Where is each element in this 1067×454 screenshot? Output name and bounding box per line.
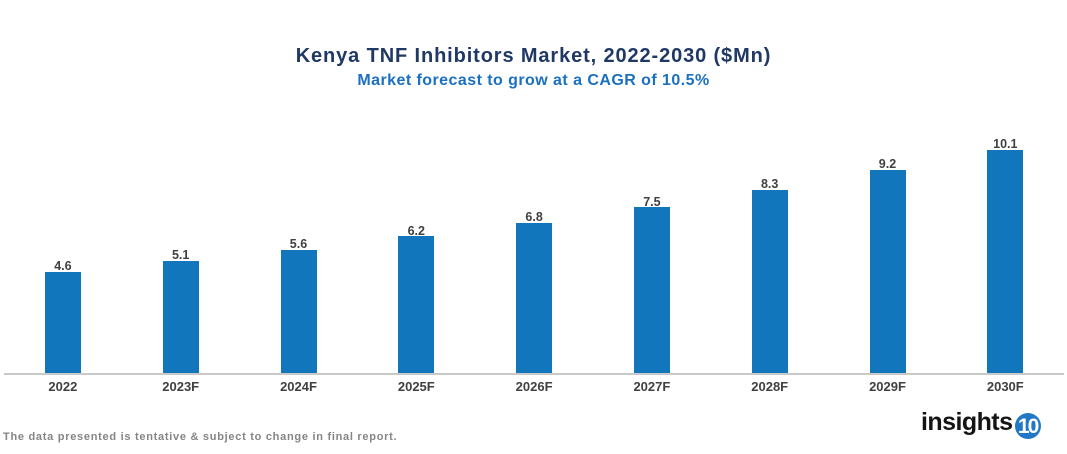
svg-text:insights: insights <box>921 412 1012 436</box>
svg-text:10: 10 <box>1018 415 1039 438</box>
